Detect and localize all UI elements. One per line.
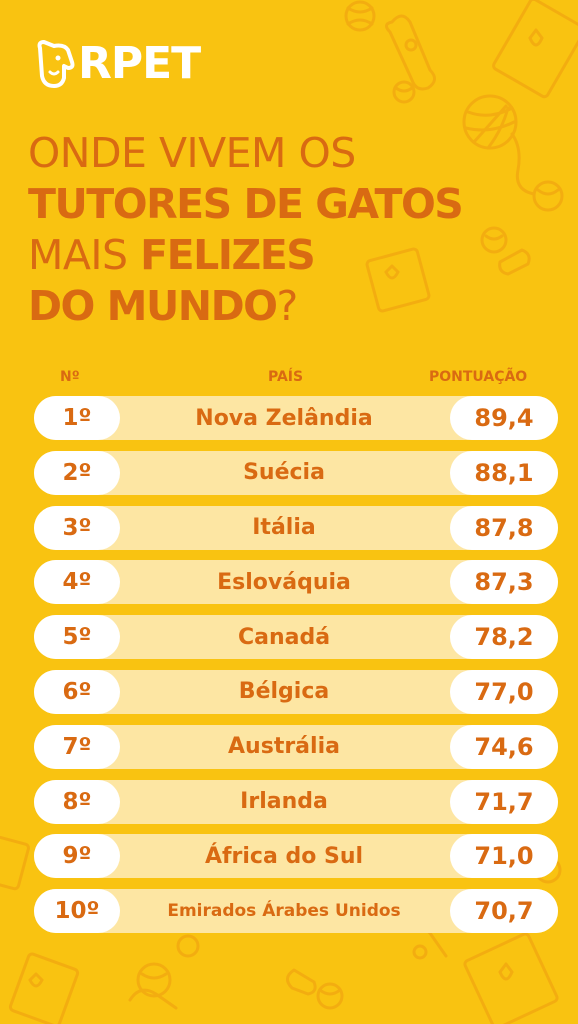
country-name: Austrália [228,734,340,760]
score-badge: 87,3 [450,560,558,605]
table-row: 6º Bélgica 77,0 [34,669,558,714]
table-row: 1º Nova Zelândia 89,4 [34,396,558,440]
score-badge: 87,8 [450,505,558,550]
title-line-3-light: MAIS [28,231,141,279]
title-line-3: MAIS FELIZES [28,230,462,281]
table-row: 2º Suécia 88,1 [34,450,558,495]
rank-badge: 4º [34,560,120,605]
country-name: Emirados Árabes Unidos [167,901,401,922]
score-badge: 71,7 [450,779,558,824]
score-badge: 71,0 [450,834,558,879]
score-badge: 70,7 [450,889,558,934]
country-name: Canadá [237,624,331,650]
title-line-4-light: ? [276,282,298,330]
brand-logo[interactable]: RPET [34,38,201,90]
table-row: 7º Austrália 74,6 [34,724,558,769]
country-name: Nova Zelândia [195,405,373,431]
table-row: 8º Irlanda 71,7 [34,779,558,824]
table-row: 5º Canadá 78,2 [34,615,558,660]
country-name: África do Sul [204,843,364,869]
table-row: 4º Eslováquia 87,3 [34,560,558,605]
score-badge: 74,6 [450,724,558,769]
title-line-4-bold: DO MUNDO [28,282,278,330]
country-name: Suécia [243,460,325,486]
score-badge: 89,4 [450,396,558,440]
score-badge: 77,0 [450,669,558,714]
rank-badge: 10º [34,889,120,934]
rank-badge: 6º [34,669,120,714]
rank-badge: 3º [34,505,120,550]
dog-face-icon [37,40,75,88]
country-name: Itália [252,515,316,541]
country-name: Eslováquia [217,569,351,595]
rank-badge: 1º [34,396,120,440]
title-line-1: ONDE VIVEM OS [28,129,356,177]
rank-badge: 2º [34,450,120,495]
rank-badge: 5º [34,615,120,660]
title-line-3-bold: FELIZES [140,231,316,279]
table-row: 3º Itália 87,8 [34,505,558,550]
logo-text: RPET [78,38,201,89]
ranking-table: 1º Nova Zelândia 89,4 2º Suécia 88,1 3º … [34,396,558,944]
rank-badge: 9º [34,834,120,879]
rank-badge: 8º [34,779,120,824]
page-title: ONDE VIVEM OS TUTORES DE GATOS MAIS FELI… [28,128,464,332]
country-name: Bélgica [238,679,330,705]
title-line-4: DO MUNDO? [28,281,462,332]
header-score: PONTUAÇÃO [429,369,528,385]
country-name: Irlanda [240,789,328,815]
rank-badge: 7º [34,724,120,769]
title-line-2: TUTORES DE GATOS [28,180,464,228]
score-badge: 78,2 [450,615,558,660]
table-row: 9º África do Sul 71,0 [34,834,558,879]
score-badge: 88,1 [450,450,558,495]
header-rank: Nº [60,369,80,385]
header-country: PAÍS [268,369,304,385]
table-row: 10º Emirados Árabes Unidos 70,7 [34,889,558,934]
